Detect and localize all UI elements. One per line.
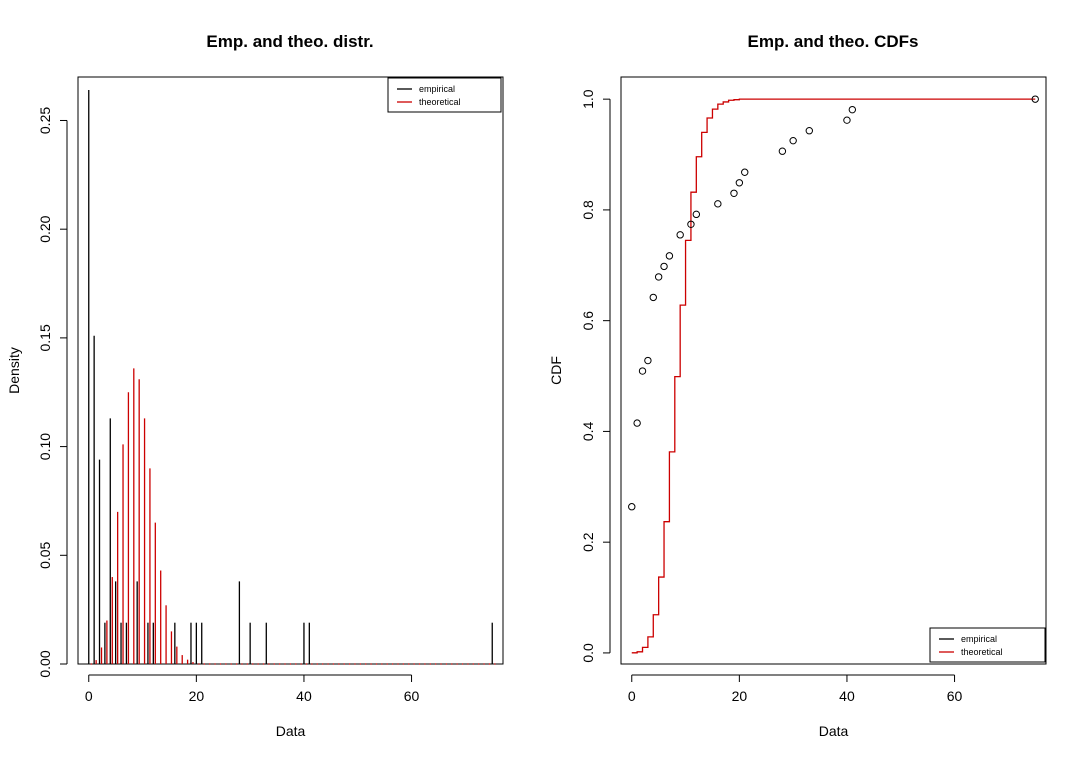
x-tick-label: 40 <box>296 688 312 704</box>
empirical-point <box>628 503 636 511</box>
empirical-point <box>692 210 701 219</box>
y-axis-label: Density <box>6 347 22 394</box>
empirical-point <box>660 262 668 271</box>
empirical-point <box>789 136 797 145</box>
plot-frame <box>77 76 504 665</box>
chart-panel-1: Emp. and theo. distr. Data Density 0 20 40 60 0… <box>6 32 504 739</box>
chart-panel-2: Emp. and theo. CDFs Data CDF 0 20 40 60 0.0 0.2 0… <box>548 32 1047 739</box>
y-tick-label: 0.4 <box>580 421 596 441</box>
empirical-point <box>649 293 657 302</box>
x-tick-label: 60 <box>947 688 963 704</box>
y-tick-label: 0.25 <box>37 107 53 134</box>
empirical-point <box>644 356 652 365</box>
theoretical-cdf-line <box>631 98 1036 654</box>
legend-label-empirical: empirical <box>961 634 997 644</box>
y-tick-label: 0.15 <box>37 324 53 351</box>
x-tick-label: 40 <box>839 688 855 704</box>
empirical-point <box>654 273 663 281</box>
empirical-point <box>1031 95 1039 103</box>
x-tick-label: 0 <box>85 688 93 704</box>
empirical-point <box>778 147 787 155</box>
x-axis-label: Data <box>276 723 306 739</box>
legend-box <box>387 77 502 113</box>
legend-label-theoretical: theoretical <box>961 647 1003 657</box>
empirical-point <box>638 367 647 375</box>
empirical-point <box>665 252 674 260</box>
x-tick-label: 60 <box>404 688 420 704</box>
empirical-point <box>741 168 749 176</box>
y-axis-label: CDF <box>548 356 564 385</box>
empirical-point <box>843 116 851 124</box>
legend: empirical theoretical <box>387 77 502 113</box>
y-tick-label: 0.10 <box>37 433 53 460</box>
x-axis-label: Data <box>819 723 849 739</box>
y-tick-label: 0.05 <box>37 541 53 568</box>
legend-box <box>929 627 1046 663</box>
chart-title: Emp. and theo. CDFs <box>748 32 919 51</box>
empirical-point <box>730 189 738 197</box>
y-tick-label: 0.2 <box>580 532 596 552</box>
x-tick-label: 20 <box>189 688 205 704</box>
empirical-point <box>848 105 857 114</box>
y-tick-label: 0.0 <box>580 643 596 663</box>
empirical-point <box>805 127 813 135</box>
empirical-point <box>687 220 695 229</box>
x-tick-label: 0 <box>628 688 636 704</box>
empirical-point <box>676 231 684 239</box>
y-tick-label: 1.0 <box>580 89 596 109</box>
empirical-point <box>735 179 744 187</box>
empirical-point <box>633 419 641 427</box>
legend-label-empirical: empirical <box>419 84 455 94</box>
chart-title: Emp. and theo. distr. <box>206 32 373 51</box>
x-tick-label: 20 <box>732 688 748 704</box>
y-tick-label: 0.00 <box>37 650 53 677</box>
y-tick-label: 0.6 <box>580 311 596 331</box>
y-tick-label: 0.8 <box>580 200 596 220</box>
empirical-point <box>714 200 722 208</box>
y-tick-label: 0.20 <box>37 215 53 242</box>
plot-frame <box>620 76 1047 665</box>
legend: empirical theoretical <box>929 627 1046 663</box>
legend-label-theoretical: theoretical <box>419 97 461 107</box>
